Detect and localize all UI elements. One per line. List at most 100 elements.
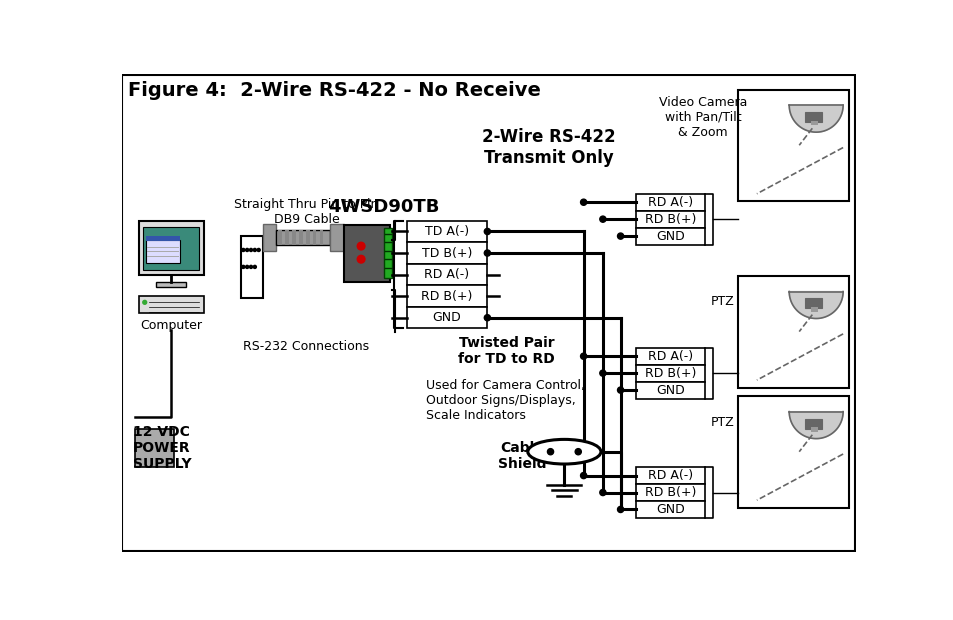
Text: PTZ: PTZ <box>710 415 734 428</box>
FancyBboxPatch shape <box>406 285 487 307</box>
Text: Cable
Shield: Cable Shield <box>497 441 546 471</box>
FancyBboxPatch shape <box>737 276 848 388</box>
Text: RD B(+): RD B(+) <box>644 366 696 379</box>
Text: GND: GND <box>656 229 684 242</box>
Text: RD A(-): RD A(-) <box>647 469 693 482</box>
Circle shape <box>245 265 249 268</box>
FancyBboxPatch shape <box>787 97 844 105</box>
FancyBboxPatch shape <box>737 396 848 508</box>
Circle shape <box>249 265 253 268</box>
FancyBboxPatch shape <box>804 298 821 309</box>
Text: 4WSD90TB: 4WSD90TB <box>328 198 438 216</box>
Circle shape <box>245 249 249 252</box>
FancyBboxPatch shape <box>298 230 302 246</box>
FancyBboxPatch shape <box>787 404 844 412</box>
FancyBboxPatch shape <box>143 227 199 270</box>
FancyBboxPatch shape <box>636 348 704 365</box>
FancyBboxPatch shape <box>636 501 704 518</box>
Circle shape <box>241 265 245 268</box>
FancyBboxPatch shape <box>636 484 704 501</box>
FancyBboxPatch shape <box>810 121 818 125</box>
Circle shape <box>599 216 605 222</box>
Text: Used for Camera Control,
Outdoor Signs/Displays,
Scale Indicators: Used for Camera Control, Outdoor Signs/D… <box>425 379 584 422</box>
Polygon shape <box>788 291 842 319</box>
Circle shape <box>356 255 365 263</box>
Circle shape <box>241 249 245 252</box>
Circle shape <box>580 472 586 479</box>
Circle shape <box>484 250 490 256</box>
Text: RD A(-): RD A(-) <box>647 350 693 363</box>
Text: TD B(+): TD B(+) <box>421 247 472 260</box>
Circle shape <box>617 233 623 239</box>
Text: Twisted Pair
for TD to RD: Twisted Pair for TD to RD <box>457 336 555 366</box>
Text: Figure 4:  2-Wire RS-422 - No Receive: Figure 4: 2-Wire RS-422 - No Receive <box>128 81 540 100</box>
Circle shape <box>575 449 580 455</box>
Text: GND: GND <box>432 311 461 324</box>
FancyBboxPatch shape <box>330 224 344 252</box>
Ellipse shape <box>527 440 600 464</box>
Text: RD B(+): RD B(+) <box>644 486 696 499</box>
Polygon shape <box>788 105 842 132</box>
Circle shape <box>253 265 256 268</box>
FancyBboxPatch shape <box>406 221 487 242</box>
FancyBboxPatch shape <box>636 211 704 228</box>
FancyBboxPatch shape <box>344 224 390 282</box>
FancyBboxPatch shape <box>406 307 487 329</box>
FancyBboxPatch shape <box>787 284 844 291</box>
FancyBboxPatch shape <box>285 230 289 246</box>
Text: Computer: Computer <box>140 319 202 332</box>
FancyBboxPatch shape <box>406 264 487 285</box>
FancyBboxPatch shape <box>636 467 704 484</box>
Text: PTZ: PTZ <box>710 295 734 308</box>
Circle shape <box>599 370 605 376</box>
Text: Straight Thru Pin to Pin
DB9 Cable: Straight Thru Pin to Pin DB9 Cable <box>234 198 378 226</box>
Text: GND: GND <box>656 503 684 516</box>
Circle shape <box>599 489 605 495</box>
FancyBboxPatch shape <box>636 193 704 211</box>
Circle shape <box>580 353 586 360</box>
FancyBboxPatch shape <box>155 282 186 287</box>
FancyBboxPatch shape <box>305 230 309 246</box>
Circle shape <box>484 228 490 234</box>
Text: RD A(-): RD A(-) <box>647 196 693 209</box>
Text: RD B(+): RD B(+) <box>644 213 696 226</box>
FancyBboxPatch shape <box>319 230 323 246</box>
FancyBboxPatch shape <box>241 236 262 298</box>
FancyBboxPatch shape <box>810 307 818 312</box>
FancyBboxPatch shape <box>138 221 204 275</box>
FancyBboxPatch shape <box>737 90 848 202</box>
FancyBboxPatch shape <box>313 230 316 246</box>
Circle shape <box>257 249 260 252</box>
Circle shape <box>143 301 147 304</box>
FancyBboxPatch shape <box>804 418 821 428</box>
Circle shape <box>484 314 490 321</box>
Text: 2-Wire RS-422
Transmit Only: 2-Wire RS-422 Transmit Only <box>481 128 615 167</box>
Circle shape <box>617 507 623 513</box>
Circle shape <box>617 387 623 393</box>
FancyBboxPatch shape <box>138 296 204 313</box>
Circle shape <box>580 199 586 205</box>
Polygon shape <box>788 412 842 438</box>
Text: 12 VDC
POWER
SUPPLY: 12 VDC POWER SUPPLY <box>133 425 192 471</box>
Circle shape <box>249 249 253 252</box>
FancyBboxPatch shape <box>277 230 281 246</box>
FancyBboxPatch shape <box>146 240 180 263</box>
FancyBboxPatch shape <box>135 428 173 467</box>
FancyBboxPatch shape <box>146 236 180 241</box>
FancyBboxPatch shape <box>636 365 704 382</box>
FancyBboxPatch shape <box>810 427 818 432</box>
FancyBboxPatch shape <box>292 230 295 246</box>
Text: RS-232 Connections: RS-232 Connections <box>243 340 369 353</box>
Text: TD A(-): TD A(-) <box>424 225 469 238</box>
Text: RD A(-): RD A(-) <box>424 268 469 281</box>
FancyBboxPatch shape <box>804 112 821 122</box>
Circle shape <box>356 242 365 250</box>
Circle shape <box>253 249 256 252</box>
Text: Video Camera
with Pan/Tilt
& Zoom: Video Camera with Pan/Tilt & Zoom <box>659 96 746 139</box>
FancyBboxPatch shape <box>276 230 330 246</box>
Circle shape <box>547 449 553 455</box>
FancyBboxPatch shape <box>384 228 392 278</box>
Text: RD B(+): RD B(+) <box>421 290 472 303</box>
FancyBboxPatch shape <box>262 224 276 252</box>
FancyBboxPatch shape <box>406 242 487 264</box>
